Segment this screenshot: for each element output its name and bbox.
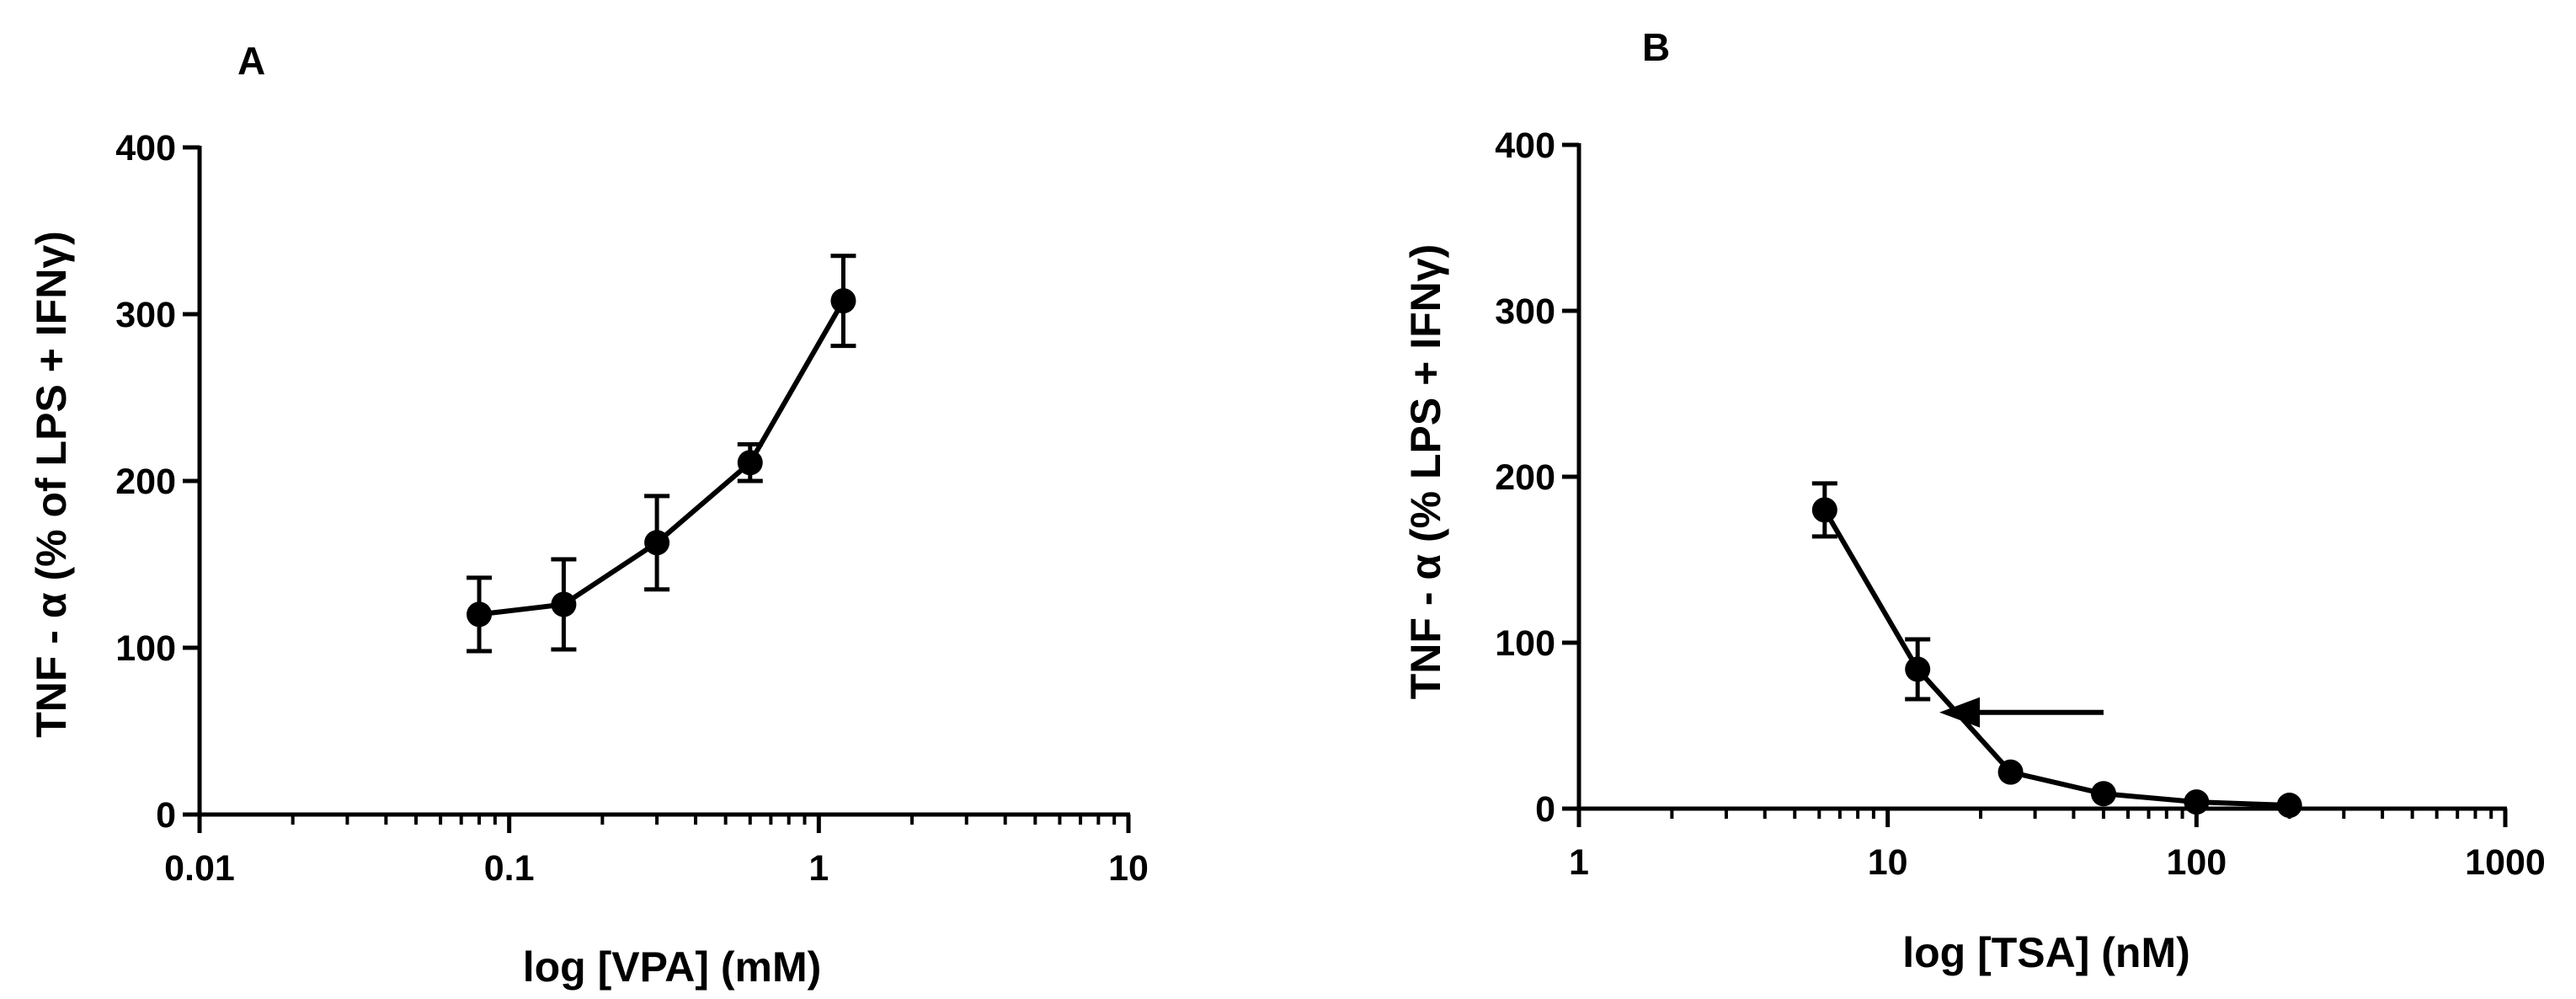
panel-a-y-tick-label: 200 xyxy=(115,462,176,502)
panel-b-x-tick-label: 1000 xyxy=(2465,842,2546,883)
panel-b-x-tick-label: 1 xyxy=(1569,842,1589,883)
panel-b-annotation-arrow xyxy=(1939,697,2104,728)
panel-b-data-point xyxy=(2090,781,2116,807)
panel-b-y-tick-label: 300 xyxy=(1495,291,1555,332)
panel-a-ticks: 0 100 200 300 400 0.01 0.1 1 10 xyxy=(115,128,1149,889)
panel-a-label: A xyxy=(237,39,265,83)
panel-a-data xyxy=(467,254,856,654)
panel-a-x-tick-label: 1 xyxy=(808,848,829,889)
panel-b-data-point xyxy=(2184,789,2210,815)
panel-b-y-tick-label: 0 xyxy=(1535,789,1555,830)
panel-b-data-point xyxy=(1811,497,1837,523)
panel-a-y-tick-label: 400 xyxy=(115,128,176,168)
panel-a-data-point xyxy=(467,601,493,628)
panel-a-y-tick-label: 0 xyxy=(156,795,176,836)
panel-b-label: B xyxy=(1642,25,1670,69)
panel-b-data-point xyxy=(1997,759,2024,785)
panel-a-series-line xyxy=(478,299,846,617)
panel-b-x-tick-label: 10 xyxy=(1868,842,1908,883)
panel-b-y-tick-label: 100 xyxy=(1495,623,1555,664)
panel-a-y-axis-title: TNF - α (% of LPS + IFNγ) xyxy=(28,231,75,738)
panel-a-data-point xyxy=(551,591,577,617)
panel-b-y-axis-title: TNF - α (% LPS + IFNγ) xyxy=(1402,244,1449,699)
panel-a-x-axis-title: log [VPA] (mM) xyxy=(523,943,822,991)
panel-b-data xyxy=(1811,481,2302,819)
panel-a-x-tick-label: 10 xyxy=(1108,848,1149,889)
panel-b-data-point xyxy=(2276,793,2302,819)
panel-b-y-tick-label: 400 xyxy=(1495,126,1555,166)
panel-b-y-tick-label: 200 xyxy=(1495,457,1555,498)
panel-b: B 0 100 200 300 400 1 10 100 1000 log [TSA] (nM)… xyxy=(1402,25,2546,976)
panel-b-series-line xyxy=(1822,508,2290,809)
panel-a-y-tick-label: 300 xyxy=(115,295,176,335)
panel-a: A 0 100 200 300 400 0.01 0.1 1 10 log [VPA] (mM)… xyxy=(28,39,1149,991)
panel-a-axes xyxy=(197,146,1130,817)
panel-a-y-tick-label: 100 xyxy=(115,628,176,669)
panel-a-x-tick-label: 0.01 xyxy=(164,848,235,889)
panel-a-data-point xyxy=(737,450,763,476)
panel-b-x-axis-title: log [TSA] (nM) xyxy=(1902,929,2190,976)
panel-b-ticks: 0 100 200 300 400 1 10 100 1000 xyxy=(1495,126,2546,883)
panel-a-data-point xyxy=(830,288,856,314)
panel-b-data-point xyxy=(1905,656,1931,682)
panel-b-x-tick-label: 100 xyxy=(2166,842,2227,883)
panel-a-data-point xyxy=(644,530,670,556)
panel-a-x-tick-label: 0.1 xyxy=(484,848,535,889)
